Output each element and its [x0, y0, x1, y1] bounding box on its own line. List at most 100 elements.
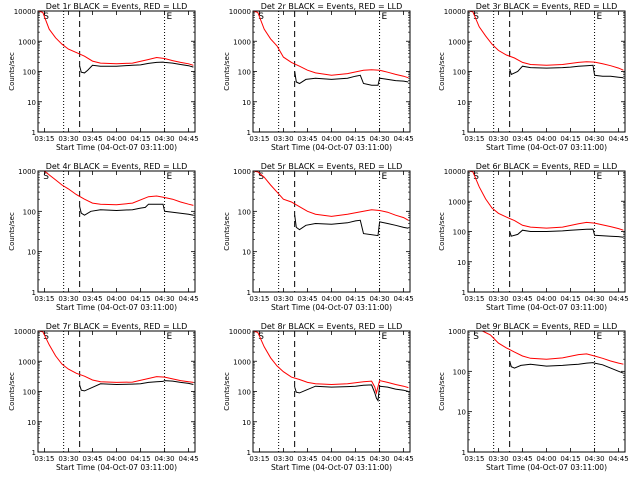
- y-tick-label: 1000: [448, 198, 466, 206]
- x-axis-label: Start Time (04-Oct-07 03:11:00): [271, 303, 392, 312]
- y-tick-label: 1: [32, 289, 36, 297]
- x-tick-label: 04:45: [393, 295, 413, 303]
- x-tick-label: 03:45: [297, 135, 317, 143]
- x-tick-label: 04:15: [560, 295, 580, 303]
- x-axis-label: Start Time (04-Oct-07 03:11:00): [271, 143, 392, 152]
- y-tick-label: 1: [247, 289, 251, 297]
- x-tick-label: 04:00: [536, 295, 556, 303]
- lld-series-line: [468, 171, 624, 231]
- y-tick-label: 10: [457, 259, 466, 267]
- marker-s-label: S: [43, 172, 49, 182]
- y-tick-label: 10: [242, 249, 251, 257]
- y-axis-label: Counts/sec: [223, 372, 231, 411]
- lld-series-line: [253, 331, 409, 395]
- x-tick-label: 04:30: [584, 455, 604, 463]
- detector-panel: Det 6r BLACK = Events, RED = LLD 1 10 100 10…: [438, 162, 629, 312]
- marker-s-label: S: [258, 332, 264, 342]
- lld-series-line: [253, 11, 409, 79]
- x-tick-label: 03:45: [297, 455, 317, 463]
- marker-s-label: S: [473, 12, 479, 22]
- panel-title: Det 2r BLACK = Events, RED = LLD: [261, 2, 403, 11]
- x-tick-label: 04:45: [393, 455, 413, 463]
- x-tick-label: 03:45: [297, 295, 317, 303]
- y-tick-label: 10: [457, 99, 466, 107]
- x-tick-label: 03:15: [249, 295, 269, 303]
- x-tick-label: 03:30: [273, 135, 293, 143]
- x-tick-label: 04:00: [321, 135, 341, 143]
- events-series-line: [509, 64, 624, 79]
- plot-frame: [467, 330, 626, 453]
- marker-e-label: E: [382, 332, 388, 342]
- x-tick-label: 04:30: [369, 455, 389, 463]
- y-tick-label: 1000: [448, 38, 466, 46]
- x-tick-label: 03:15: [34, 135, 54, 143]
- y-tick-label: 100: [453, 229, 466, 237]
- x-tick-label: 03:15: [464, 295, 484, 303]
- x-tick-label: 04:00: [536, 135, 556, 143]
- y-tick-label: 100: [23, 69, 36, 77]
- x-tick-label: 04:30: [154, 295, 174, 303]
- x-tick-label: 04:30: [584, 295, 604, 303]
- y-tick-label: 100: [238, 208, 251, 216]
- x-tick-label: 04:15: [345, 135, 365, 143]
- y-tick-label: 1: [462, 129, 466, 137]
- events-series-line: [294, 384, 409, 403]
- y-tick-label: 1000: [18, 38, 36, 46]
- y-tick-label: 100: [238, 389, 251, 397]
- x-tick-label: 04:30: [584, 135, 604, 143]
- y-tick-label: 1: [32, 129, 36, 137]
- marker-e-label: E: [597, 332, 603, 342]
- x-axis-label: Start Time (04-Oct-07 03:11:00): [271, 463, 392, 472]
- x-tick-label: 03:30: [58, 295, 78, 303]
- marker-e-label: E: [167, 172, 173, 182]
- x-tick-label: 04:15: [345, 295, 365, 303]
- y-tick-label: 10: [457, 409, 466, 417]
- panel-title: Det 5r BLACK = Events, RED = LLD: [261, 162, 403, 171]
- y-tick-label: 1: [247, 449, 251, 457]
- detector-panel: Det 5r BLACK = Events, RED = LLD 1 10 100 10…: [223, 162, 414, 312]
- x-tick-label: 03:15: [464, 455, 484, 463]
- x-tick-label: 03:15: [34, 295, 54, 303]
- x-tick-label: 04:00: [321, 295, 341, 303]
- panel-title: Det 3r BLACK = Events, RED = LLD: [476, 2, 618, 11]
- x-tick-label: 04:15: [560, 135, 580, 143]
- lld-series-line: [38, 11, 194, 66]
- x-tick-label: 04:00: [106, 455, 126, 463]
- events-series-line: [294, 215, 409, 237]
- y-tick-label: 10000: [229, 8, 251, 16]
- x-tick-label: 03:45: [82, 295, 102, 303]
- x-axis-label: Start Time (04-Oct-07 03:11:00): [56, 143, 177, 152]
- lld-series-line: [253, 171, 409, 221]
- y-tick-label: 10000: [14, 328, 36, 336]
- plot-frame: [467, 10, 626, 133]
- y-tick-label: 100: [23, 389, 36, 397]
- y-tick-label: 10000: [444, 168, 466, 176]
- y-axis-label: Counts/sec: [438, 212, 446, 251]
- plot-frame: [467, 170, 626, 293]
- x-tick-label: 04:45: [608, 455, 628, 463]
- marker-s-label: S: [258, 172, 264, 182]
- x-axis-label: Start Time (04-Oct-07 03:11:00): [486, 303, 607, 312]
- lld-series-line: [482, 331, 624, 365]
- marker-s-label: S: [43, 12, 49, 22]
- detector-panel: Det 1r BLACK = Events, RED = LLD 1 10 100 10…: [8, 2, 199, 152]
- x-tick-label: 04:45: [608, 135, 628, 143]
- y-tick-label: 10: [242, 99, 251, 107]
- x-tick-label: 04:15: [560, 455, 580, 463]
- y-tick-label: 10: [27, 249, 36, 257]
- x-tick-label: 04:15: [345, 455, 365, 463]
- y-axis-label: Counts/sec: [438, 372, 446, 411]
- y-axis-label: Counts/sec: [8, 212, 16, 251]
- y-axis-label: Counts/sec: [223, 52, 231, 91]
- x-axis-label: Start Time (04-Oct-07 03:11:00): [56, 463, 177, 472]
- x-axis-label: Start Time (04-Oct-07 03:11:00): [486, 143, 607, 152]
- x-tick-label: 04:45: [393, 135, 413, 143]
- plot-frame: [252, 330, 411, 453]
- x-tick-label: 03:30: [488, 455, 508, 463]
- y-axis-label: Counts/sec: [8, 52, 16, 91]
- detector-panel: Det 9r BLACK = Events, RED = LLD 1 10 100 10…: [438, 322, 629, 472]
- panel-title: Det 7r BLACK = Events, RED = LLD: [46, 322, 188, 331]
- y-axis-label: Counts/sec: [438, 52, 446, 91]
- x-tick-label: 03:45: [512, 295, 532, 303]
